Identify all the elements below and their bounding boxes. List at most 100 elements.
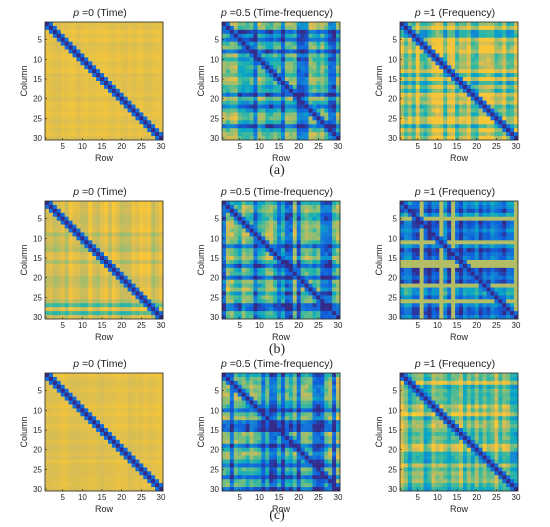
heatmap-cell [265,311,270,316]
heatmap-cell [139,96,144,102]
heatmap-cell [447,116,452,121]
heatmap-cell [104,81,109,86]
heatmap-cell [52,22,58,27]
heatmap-cell [407,29,413,35]
heatmap-cell [245,279,250,284]
heatmap-cell [100,45,105,50]
heatmap-cell [466,124,472,129]
heatmap-cell [115,236,121,241]
heatmap-cell [277,216,282,222]
heatmap-cell [60,84,66,90]
heatmap-cell [107,315,113,320]
heatmap-cell [423,212,428,218]
heatmap-cell [64,311,69,316]
heatmap-cell [245,49,250,54]
heatmap-cell [332,283,337,288]
heatmap-cell [96,216,101,222]
heatmap-cell [284,224,290,229]
heatmap-cell [427,116,432,121]
heatmap-cell [222,49,227,54]
heatmap-cell [265,299,270,304]
heatmap-cell [253,299,258,304]
heatmap-cell [123,303,128,308]
heatmap-cell [312,263,317,269]
heatmap-cell [281,204,286,210]
heatmap-cell [431,22,436,27]
heatmap-cell [308,204,313,210]
heatmap-cell [273,201,278,206]
heatmap-cell [332,120,337,125]
heatmap-cell [100,33,105,39]
heatmap-cell [498,104,503,109]
heatmap-cell [48,283,54,288]
heatmap-cell [131,204,136,210]
heatmap-cell [415,92,421,98]
heatmap-cell [415,65,421,70]
heatmap-cell [447,92,452,98]
heatmap-cell [151,81,156,86]
heatmap-cell [506,236,511,241]
heatmap-cell [80,108,85,113]
heatmap-cell [478,25,483,31]
heatmap-cell [56,120,62,125]
heatmap-cell [60,275,66,281]
heatmap-cell [502,84,507,90]
heatmap-cell [222,216,227,222]
heatmap-cell [143,65,148,70]
heatmap-cell [229,256,235,261]
heatmap-cell [233,271,239,277]
y-tick-label: 25 [210,114,219,123]
heatmap-cell [265,73,270,78]
heatmap-cell [249,69,254,74]
heatmap-cell [320,22,325,27]
heatmap-cell [403,224,409,229]
heatmap-cell [451,212,456,218]
heatmap-cell [403,88,409,94]
heatmap-cell [233,224,239,229]
heatmap-cell [241,236,246,241]
heatmap-cell [52,45,58,50]
heatmap-cell [147,49,152,54]
heatmap-cell [400,208,405,214]
heatmap-cell [336,128,341,133]
heatmap-cell [151,287,156,292]
heatmap-cell [253,112,258,117]
heatmap-cell [427,73,432,78]
y-tick-label: 25 [210,293,219,302]
heatmap-cell [316,260,321,265]
heatmap-cell [312,307,317,312]
heatmap-cell [431,61,436,66]
heatmap-cell [514,45,519,50]
heatmap-cell [60,49,66,54]
heatmap-cell [60,208,66,214]
heatmap-cell [237,112,243,117]
heatmap-cell [269,236,274,241]
heatmap-cell [119,100,125,105]
heatmap-cell [100,303,105,308]
heatmap-cell [411,65,417,70]
heatmap-cell [462,128,468,133]
heatmap-cell [84,283,89,288]
heatmap-cell [466,57,472,62]
heatmap-cell [135,45,140,50]
heatmap-cell [80,240,85,245]
heatmap-cell [233,77,239,82]
heatmap-cell [84,212,89,218]
heatmap-cell [115,100,121,105]
heatmap-cell [490,104,495,109]
heatmap-cell [229,108,235,113]
heatmap-cell [288,307,294,312]
heatmap-cell [447,73,452,78]
heatmap-cell [490,29,495,35]
heatmap-cell [490,84,495,90]
heatmap-cell [455,96,460,102]
heatmap-cell [284,124,290,129]
heatmap-cell [308,212,313,218]
heatmap-cell [510,29,515,35]
heatmap-cell [151,299,156,304]
heatmap-cell [482,88,487,94]
heatmap-cell [439,81,444,86]
heatmap-cell [265,263,270,269]
heatmap-cell [427,132,432,137]
heatmap-cell [443,22,448,27]
